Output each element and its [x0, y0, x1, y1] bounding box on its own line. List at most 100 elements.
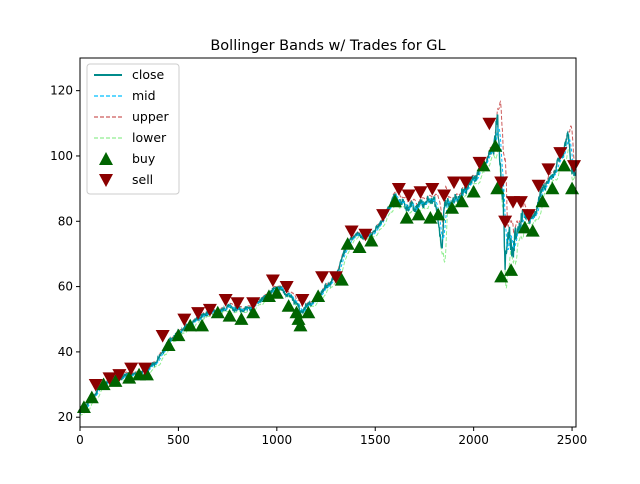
buy-marker [84, 390, 99, 404]
buy-marker [423, 211, 438, 224]
sell-marker [328, 271, 343, 284]
buy-marker [352, 240, 367, 253]
buy-marker [293, 318, 308, 332]
x-tick-label: 1500 [360, 433, 391, 447]
sell-marker [279, 280, 294, 294]
legend-buy-label: buy [132, 151, 156, 166]
buy-marker [387, 194, 402, 208]
buy-marker [171, 328, 186, 342]
x-tick-label: 500 [167, 433, 190, 447]
y-tick-label: 20 [58, 410, 73, 424]
series-mid-line [80, 126, 576, 414]
sell-marker [218, 294, 233, 307]
buy-marker [340, 237, 355, 250]
buy-marker [96, 377, 111, 391]
legend-close-label: close [132, 67, 165, 82]
sell-marker [437, 189, 452, 203]
buy-marker [545, 181, 560, 195]
legend-lower-label: lower [132, 130, 167, 145]
sell-marker [102, 372, 117, 386]
sell-marker [567, 160, 582, 173]
buy-marker [301, 305, 316, 319]
sell-marker [137, 362, 152, 376]
buy-marker [246, 305, 261, 319]
buy-marker [490, 181, 505, 195]
buy-marker [411, 207, 426, 221]
buy-marker [281, 299, 296, 312]
y-tick-label: 100 [50, 149, 73, 163]
sell-marker [513, 196, 528, 209]
buy-marker [195, 318, 210, 332]
buy-marker [108, 374, 123, 387]
sell-marker [88, 378, 103, 392]
buy-marker [311, 289, 326, 302]
buy-marker [466, 184, 481, 198]
plot-frame [79, 57, 577, 428]
series-lower-line [80, 143, 576, 416]
buy-marker [364, 233, 379, 247]
buy-marker [488, 139, 503, 152]
buy-marker [517, 220, 532, 234]
buy-marker [222, 308, 237, 322]
legend-buy-marker [99, 152, 113, 165]
buy-marker [210, 305, 225, 319]
buy-marker [269, 286, 284, 299]
sell-marker [521, 209, 536, 222]
buy-marker [565, 181, 580, 195]
sell-marker [472, 156, 487, 170]
sell-marker [191, 307, 206, 320]
buy-marker [399, 211, 414, 224]
buy-marker [494, 269, 509, 283]
y-axis: 20 40 60 80 100 120 [50, 84, 80, 424]
buy-marker [139, 367, 154, 381]
y-tick-label: 120 [50, 84, 73, 98]
sell-marker [112, 369, 127, 382]
sell-marker [265, 274, 280, 288]
sell-marker [315, 271, 330, 284]
sell-marker [531, 179, 546, 193]
sell-marker [482, 117, 497, 131]
buy-marker [122, 371, 137, 384]
buy-marker [454, 194, 469, 208]
x-tick-label: 2500 [557, 433, 588, 447]
sell-marker [498, 215, 513, 229]
buy-marker [183, 318, 198, 332]
plot-markers [76, 117, 582, 414]
x-tick-label: 1000 [262, 433, 293, 447]
buy-marker [557, 158, 572, 172]
chart-title: Bollinger Bands w/ Trades for GL [210, 38, 445, 54]
sell-marker [413, 186, 428, 199]
x-tick-label: 2000 [458, 433, 489, 447]
sell-marker [155, 329, 170, 343]
y-tick-label: 40 [58, 345, 73, 359]
sell-marker [446, 176, 461, 190]
sell-marker [376, 209, 391, 222]
y-tick-label: 80 [58, 214, 73, 228]
sell-marker [391, 183, 406, 196]
sell-marker [124, 362, 139, 376]
buy-marker [234, 312, 249, 325]
sell-marker [358, 228, 373, 242]
buy-marker [334, 273, 349, 286]
sell-marker [202, 303, 217, 317]
sell-marker [230, 297, 245, 310]
buy-marker [161, 338, 176, 351]
legend-sell-label: sell [132, 172, 153, 187]
y-tick-label: 60 [58, 280, 73, 294]
sell-marker [401, 189, 416, 203]
legend-upper-label: upper [132, 109, 169, 124]
sell-marker [425, 183, 440, 196]
sell-marker [344, 225, 359, 239]
sell-marker [295, 294, 310, 307]
x-axis: 0 500 1000 1500 2000 2500 [76, 427, 587, 447]
x-tick-label: 0 [76, 433, 84, 447]
legend: close mid upper lower buy sell [86, 63, 180, 195]
sell-marker [541, 163, 556, 177]
sell-marker [494, 176, 509, 190]
buy-marker [504, 263, 519, 276]
buy-marker [445, 201, 459, 214]
legend-sell-marker [99, 174, 113, 187]
sell-marker [458, 176, 473, 190]
